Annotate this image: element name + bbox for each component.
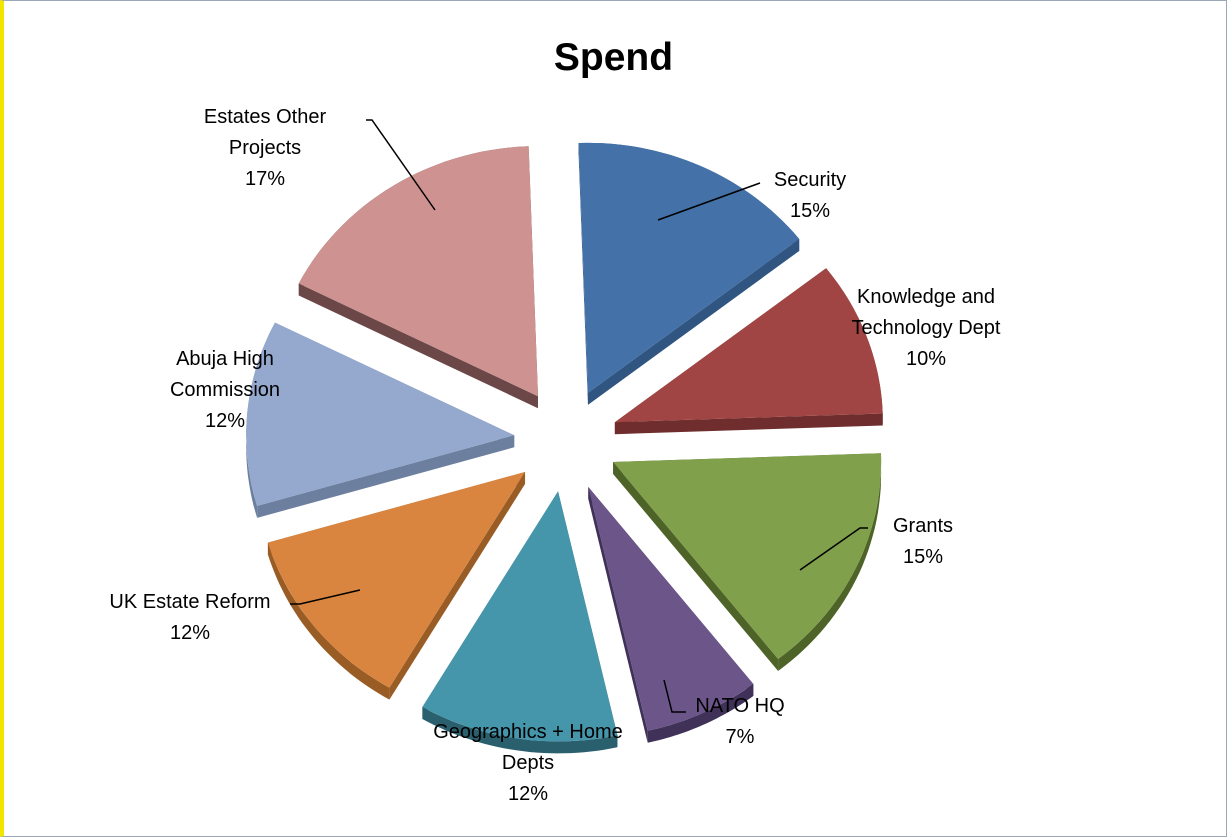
chart-title: Spend: [553, 36, 674, 79]
slice-label-7: Estates Other Projects 17%: [204, 106, 327, 190]
pie-slice-nato-hq: [588, 487, 754, 731]
pie-slice-estates-other-projects: [298, 146, 538, 397]
leader-line-2: [799, 527, 868, 571]
slice-label-5: UK Estate Reform 12%: [109, 591, 270, 644]
slice-side-5: [267, 542, 390, 700]
leader-line-5: [290, 589, 361, 605]
leader-line-0: [657, 182, 761, 221]
slice-side-3: [647, 684, 754, 743]
slice-wall-a-6: [257, 435, 515, 518]
slice-label-2: Grants 15%: [893, 515, 953, 568]
slice-side-4: [422, 707, 618, 754]
pie-slice-abuja-high-commission: [246, 322, 515, 506]
pie-slice-grants: [613, 453, 882, 659]
pie-slice-knowledge-and-technology-dept: [614, 268, 883, 423]
slice-wall-a-0: [578, 143, 588, 405]
slice-label-1: Knowledge and Technology Dept 10%: [852, 286, 1001, 370]
slice-label-6: Abuja High Commission 12%: [170, 348, 280, 432]
leader-line-3: [663, 679, 686, 713]
slice-label-0: Security 15%: [774, 169, 846, 222]
pie-slice-geographics-home-depts: [422, 491, 618, 742]
slice-wall-b-1: [614, 413, 883, 435]
slice-wall-b-3: [588, 486, 648, 743]
pie-slice-security: [578, 142, 800, 393]
slice-label-4: Geographics + Home Depts 12%: [433, 721, 623, 805]
slice-wall-a-7: [298, 283, 538, 409]
slice-wall-a-5: [389, 472, 526, 700]
leader-line-7: [366, 119, 436, 211]
slice-side-2: [778, 453, 882, 671]
pie-slice-uk-estate-reform: [267, 472, 525, 688]
slice-wall-b-0: [587, 238, 800, 405]
slice-wall-b-2: [613, 461, 779, 671]
slice-label-3: NATO HQ 7%: [695, 695, 784, 748]
